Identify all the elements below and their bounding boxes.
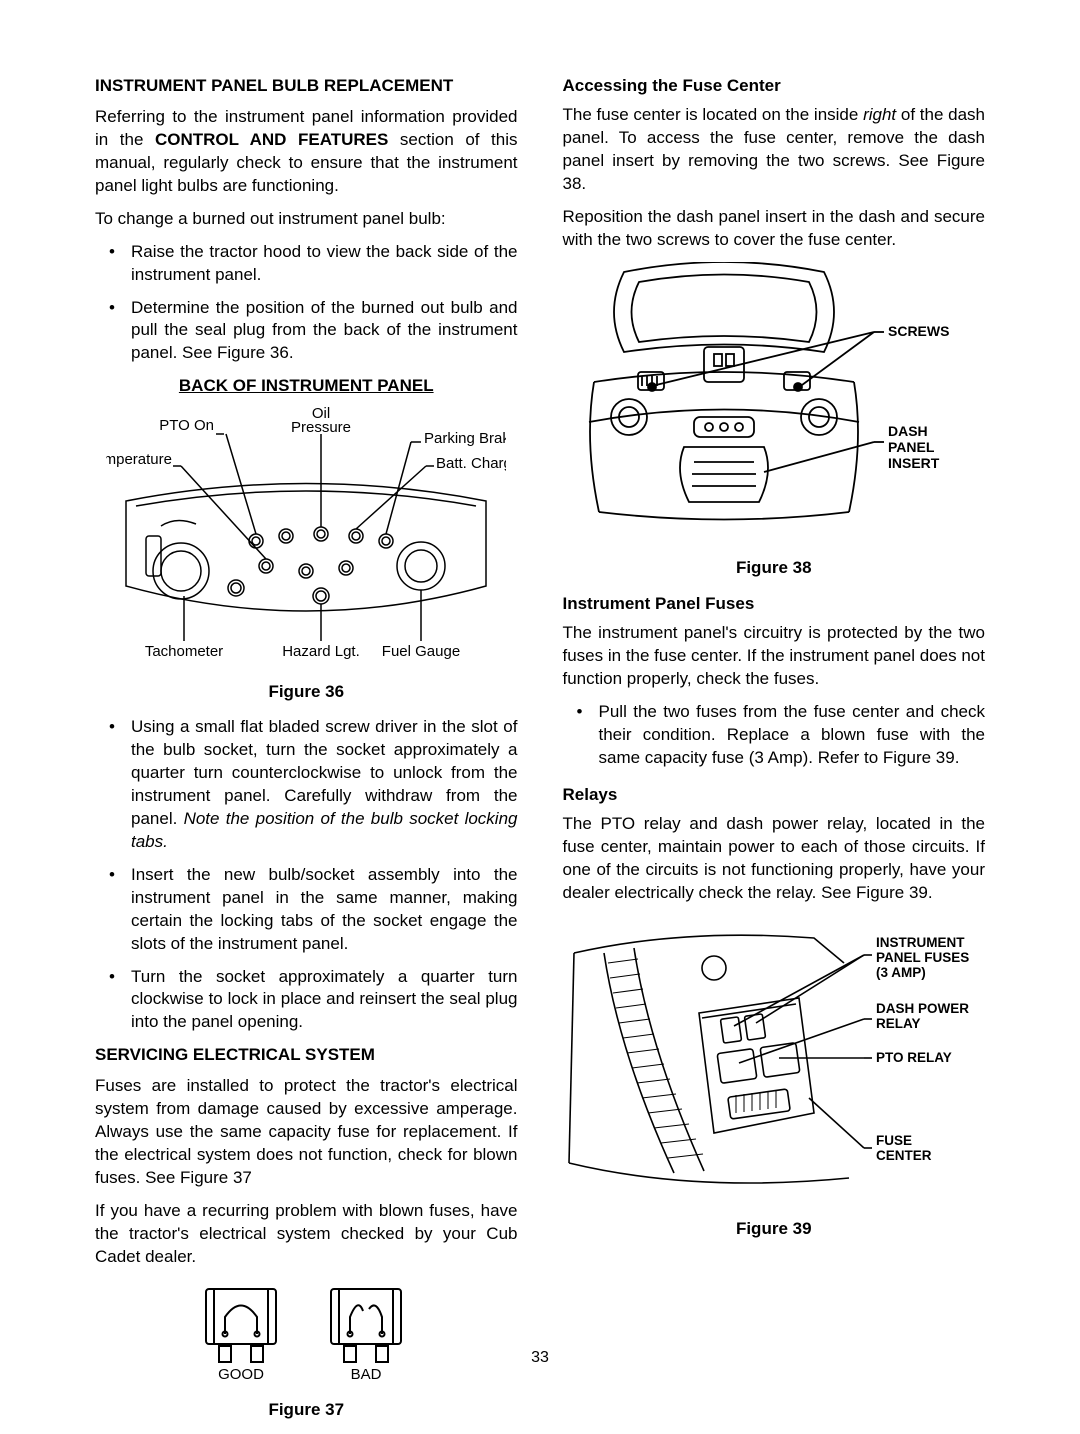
paragraph: If you have a recurring problem with blo… [95,1200,518,1269]
heading-relays: Relays [563,784,986,807]
label-dash-line3: INSERT [888,455,940,471]
figure-37: GOOD BAD [95,1279,518,1391]
text-italic: Note the position of the bulb socket loc… [131,809,518,851]
paragraph: To change a burned out instrument panel … [95,208,518,231]
bullet-list: Pull the two fuses from the fuse center … [563,701,986,770]
list-item: Turn the socket approximately a quarter … [95,966,518,1035]
label-batt: Batt. Charge [436,455,506,472]
text-italic: right [863,105,896,124]
label-fuses-line2: PANEL FUSES [876,950,969,965]
label-hazard: Hazard Lgt. [282,643,360,660]
figure-36: PTO On Oil Pressure Parking Brake Temper… [95,406,518,673]
page-number: 33 [0,1347,1080,1369]
heading-servicing-electrical: SERVICING ELECTRICAL SYSTEM [95,1044,518,1067]
figure-title: BACK OF INSTRUMENT PANEL [95,375,518,398]
heading-panel-fuses: Instrument Panel Fuses [563,593,986,616]
dash-panel-diagram: SCREWS DASH PANEL INSERT [564,262,984,542]
paragraph: The fuse center is located on the inside… [563,104,986,196]
bullet-list: Raise the tractor hood to view the back … [95,241,518,366]
paragraph: Reposition the dash panel insert in the … [563,206,986,252]
fuse-center-diagram: INSTRUMENT PANEL FUSES (3 AMP) DASH POWE… [564,923,984,1203]
instrument-panel-diagram: PTO On Oil Pressure Parking Brake Temper… [106,406,506,666]
paragraph: Referring to the instrument panel inform… [95,106,518,198]
label-pto: PTO On [160,417,215,434]
list-item: Raise the tractor hood to view the back … [95,241,518,287]
text: The fuse center is located on the inside [563,105,864,124]
figure-caption: Figure 39 [563,1218,986,1241]
figure-caption: Figure 38 [563,557,986,580]
label-fuses-line3: (3 AMP) [876,965,926,980]
paragraph: The instrument panel's circuitry is prot… [563,622,986,691]
paragraph: The PTO relay and dash power relay, loca… [563,813,986,905]
label-dash-line1: DASH [888,423,928,439]
label-temp: Temperature [106,451,172,468]
paragraph: Fuses are installed to protect the tract… [95,1075,518,1190]
label-dash-line2: PANEL [888,439,935,455]
figure-39: INSTRUMENT PANEL FUSES (3 AMP) DASH POWE… [563,923,986,1210]
list-item: Insert the new bulb/socket assembly into… [95,864,518,956]
label-oil-line2: Pressure [291,419,351,436]
label-dashrelay-line2: RELAY [876,1016,921,1031]
two-column-layout: INSTRUMENT PANEL BULB REPLACEMENT Referr… [95,75,985,1434]
right-column: Accessing the Fuse Center The fuse cente… [563,75,986,1434]
bullet-list: Using a small flat bladed screw driver i… [95,716,518,1034]
label-dashrelay-line1: DASH POWER [876,1001,969,1016]
label-park: Parking Brake [424,430,506,447]
label-ptorelay: PTO RELAY [876,1050,952,1065]
list-item: Using a small flat bladed screw driver i… [95,716,518,854]
heading-bulb-replacement: INSTRUMENT PANEL BULB REPLACEMENT [95,75,518,98]
label-fuses-line1: INSTRUMENT [876,935,965,950]
heading-accessing-fuse: Accessing the Fuse Center [563,75,986,98]
list-item: Determine the position of the burned out… [95,297,518,366]
text-bold: CONTROL AND FEATURES [155,130,388,149]
label-fusecenter-line1: FUSE [876,1133,912,1148]
figure-caption: Figure 36 [95,681,518,704]
left-column: INSTRUMENT PANEL BULB REPLACEMENT Referr… [95,75,518,1434]
list-item: Pull the two fuses from the fuse center … [563,701,986,770]
label-fusecenter-line2: CENTER [876,1148,932,1163]
figure-38: SCREWS DASH PANEL INSERT [563,262,986,549]
label-screws: SCREWS [888,323,949,339]
label-fuel: Fuel Gauge [382,643,460,660]
figure-caption: Figure 37 [95,1399,518,1422]
label-tach: Tachometer [145,643,223,660]
